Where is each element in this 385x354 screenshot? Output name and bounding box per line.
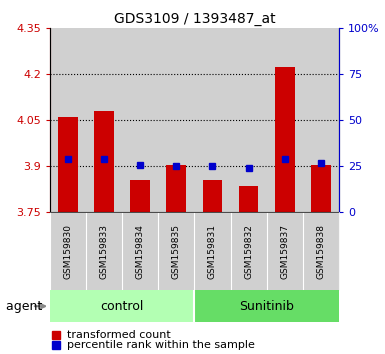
Text: GSM159835: GSM159835 bbox=[172, 224, 181, 279]
FancyBboxPatch shape bbox=[266, 212, 303, 290]
Bar bbox=[266, 28, 303, 212]
FancyBboxPatch shape bbox=[122, 212, 158, 290]
Bar bbox=[303, 28, 339, 212]
Text: GSM159830: GSM159830 bbox=[64, 224, 73, 279]
Bar bbox=[311, 165, 331, 212]
Text: GSM159834: GSM159834 bbox=[136, 224, 145, 279]
Bar bbox=[50, 290, 194, 322]
Text: transformed count: transformed count bbox=[67, 330, 171, 340]
Text: Sunitinib: Sunitinib bbox=[239, 300, 294, 313]
Text: GSM159837: GSM159837 bbox=[280, 224, 289, 279]
Title: GDS3109 / 1393487_at: GDS3109 / 1393487_at bbox=[114, 12, 275, 26]
FancyBboxPatch shape bbox=[50, 212, 86, 290]
Text: GSM159831: GSM159831 bbox=[208, 224, 217, 279]
FancyBboxPatch shape bbox=[303, 212, 339, 290]
Bar bbox=[158, 28, 194, 212]
Bar bbox=[275, 67, 295, 212]
Bar bbox=[131, 180, 150, 212]
Text: percentile rank within the sample: percentile rank within the sample bbox=[67, 340, 255, 350]
FancyBboxPatch shape bbox=[231, 212, 266, 290]
Text: agent: agent bbox=[6, 300, 46, 313]
Bar bbox=[194, 28, 231, 212]
FancyBboxPatch shape bbox=[86, 212, 122, 290]
FancyBboxPatch shape bbox=[194, 212, 231, 290]
Bar bbox=[50, 28, 86, 212]
Text: GSM159833: GSM159833 bbox=[100, 224, 109, 279]
Text: GSM159832: GSM159832 bbox=[244, 224, 253, 279]
FancyBboxPatch shape bbox=[158, 212, 194, 290]
Bar bbox=[194, 290, 339, 322]
Bar bbox=[58, 117, 78, 212]
Text: control: control bbox=[100, 300, 144, 313]
Bar bbox=[203, 180, 223, 212]
Bar bbox=[94, 111, 114, 212]
Bar bbox=[231, 28, 266, 212]
Bar bbox=[122, 28, 158, 212]
Bar bbox=[86, 28, 122, 212]
Text: GSM159838: GSM159838 bbox=[316, 224, 325, 279]
Bar bbox=[166, 165, 186, 212]
Bar bbox=[239, 186, 258, 212]
